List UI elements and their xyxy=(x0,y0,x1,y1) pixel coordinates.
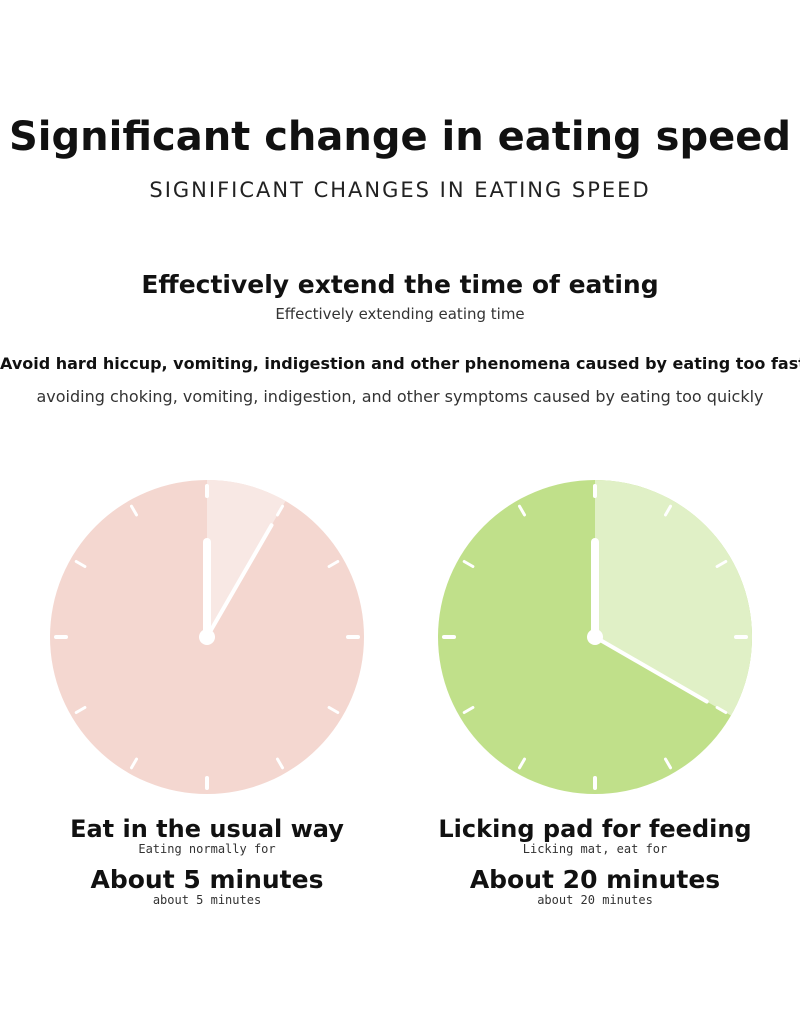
normal-method-sublabel: Eating normally for xyxy=(138,842,276,856)
benefit-text: Avoid hard hiccup, vomiting, indigestion… xyxy=(0,354,800,373)
clock-tick xyxy=(518,504,526,517)
section-subtitle: Effectively extending eating time xyxy=(275,305,525,323)
normal-duration-value: About 5 minutes xyxy=(90,865,324,894)
mat-method-sublabel: Licking mat, eat for xyxy=(522,842,668,856)
clock-tick xyxy=(276,504,284,517)
clock-tick xyxy=(715,560,728,568)
clock-tick xyxy=(74,560,87,568)
elapsed-time-sector xyxy=(595,480,752,716)
elapsed-time-sector xyxy=(207,480,286,637)
minute-hand xyxy=(593,635,709,704)
clock-center xyxy=(199,629,215,645)
clock-licking-mat xyxy=(438,480,752,794)
clock-tick xyxy=(327,706,340,714)
mat-duration-subvalue: about 20 minutes xyxy=(537,893,653,907)
clock-tick xyxy=(276,757,284,770)
clock-tick xyxy=(327,560,340,568)
clock-tick xyxy=(130,504,138,517)
normal-method-label: Eat in the usual way xyxy=(70,815,344,843)
minute-hand xyxy=(205,523,274,639)
clock-tick xyxy=(715,706,728,714)
clock-tick xyxy=(518,757,526,770)
clock-center xyxy=(587,629,603,645)
clock-tick xyxy=(462,706,475,714)
page-subtitle: SIGNIFICANT CHANGES IN EATING SPEED xyxy=(149,178,651,202)
clock-tick xyxy=(664,504,672,517)
mat-method-label: Licking pad for feeding xyxy=(438,815,752,843)
clock-tick xyxy=(74,706,87,714)
section-title: Effectively extend the time of eating xyxy=(141,270,659,299)
clock-tick xyxy=(664,757,672,770)
normal-duration-subvalue: about 5 minutes xyxy=(152,893,262,907)
clock-ticks xyxy=(442,484,748,790)
mat-duration-value: About 20 minutes xyxy=(469,865,721,894)
clock-normal-eating xyxy=(50,480,364,794)
clock-ticks xyxy=(54,484,360,790)
clock-tick xyxy=(130,757,138,770)
benefit-subtext: avoiding choking, vomiting, indigestion,… xyxy=(36,387,764,406)
clock-tick xyxy=(462,560,475,568)
page-title: Significant change in eating speed xyxy=(9,114,791,160)
